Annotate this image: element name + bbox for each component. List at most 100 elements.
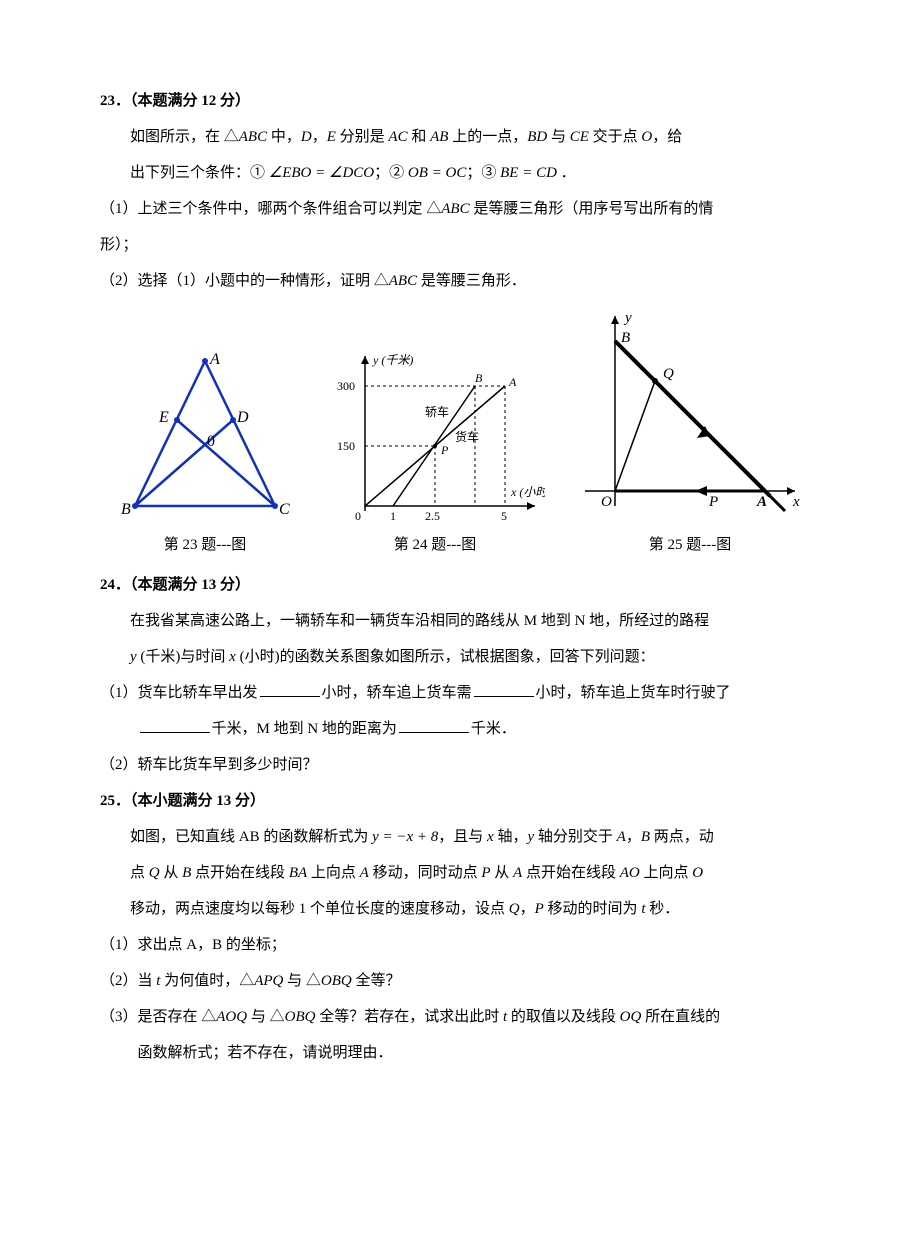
sAPQ: APQ (254, 973, 283, 989)
t0: 0 (355, 509, 361, 523)
lp: P (440, 443, 449, 457)
t: （2）当 (100, 973, 156, 989)
q23-heading: 23．（本题满分 12 分） (100, 86, 820, 116)
q24-p1b: 千米，M 地到 N 地的距离为千米． (100, 714, 820, 744)
t5: 5 (501, 509, 507, 523)
q23-stem-line1: 如图所示，在 △ABC 中，D，E 分别是 AC 和 AB 上的一点，BD 与 … (100, 122, 820, 152)
t: 和 (408, 129, 431, 145)
lb: B (475, 371, 483, 385)
q24-p1: （1）货车比轿车早出发小时，轿车追上货车需小时，轿车追上货车时行驶了 (100, 678, 820, 708)
sOQ: OQ (620, 1009, 642, 1025)
t: 移动的时间为 (544, 901, 642, 917)
blank (260, 681, 320, 697)
t: 与 (547, 129, 570, 145)
t: ， (312, 129, 327, 145)
fig24: y (千米) x (小时) 300 150 0 1 2.5 5 A B P 轿车… (325, 346, 545, 560)
q25-line2: 点 Q 从 B 点开始在线段 BA 上向点 A 移动，同时动点 P 从 A 点开… (100, 858, 820, 888)
t: ， (520, 901, 535, 917)
blank (399, 717, 469, 733)
t: ，且与 (438, 829, 487, 845)
t25: 2.5 (425, 509, 440, 523)
sAOQ: AOQ (216, 1009, 247, 1025)
t: 交于点 (589, 129, 642, 145)
t: 上向点 (640, 865, 693, 881)
t: 全等？若存在，试求出此时 (315, 1009, 503, 1025)
lab-b: B (121, 501, 131, 518)
lab-a: A (209, 351, 220, 368)
t: (小时)的函数关系图象如图所示，试根据图象，回答下列问题： (236, 649, 655, 665)
sym-e: E (327, 129, 336, 145)
sOBQ: OBQ (321, 973, 352, 989)
sB: B (641, 829, 650, 845)
t: 从 (491, 865, 514, 881)
t: （2）选择（1）小题中的一种情形，证明 △ (100, 273, 389, 289)
sym-ac: AC (388, 129, 407, 145)
t: 轴分别交于 (534, 829, 617, 845)
q23-part2: （2）选择（1）小题中的一种情形，证明 △ABC 是等腰三角形． (100, 266, 820, 296)
ly: y (623, 310, 632, 326)
t: 秒． (645, 901, 679, 917)
cond3: BE = CD (500, 165, 557, 181)
t: 的取值以及线段 (507, 1009, 620, 1025)
t: 是等腰三角形（用序号写出所有的情 (470, 201, 714, 217)
blank (474, 681, 534, 697)
lP: P (708, 494, 718, 510)
t: 轴， (494, 829, 528, 845)
lab-d: D (236, 409, 249, 426)
fig25-svg: y x O B Q P A (575, 306, 805, 526)
sAO: AO (620, 865, 640, 881)
lhc: 货车 (455, 429, 479, 444)
t: 为何值时，△ (160, 973, 254, 989)
t: ，给 (652, 129, 682, 145)
t: ． (557, 165, 576, 181)
sP: P (535, 901, 544, 917)
t: 移动，同时动点 (369, 865, 482, 881)
t: 与 △ (247, 1009, 285, 1025)
t: 上的一点， (448, 129, 527, 145)
lo: O (601, 494, 612, 510)
sym-abc: ABC (239, 129, 267, 145)
sB: B (182, 865, 191, 881)
lab-o: 0 (207, 433, 215, 450)
sym-ab: AB (430, 129, 448, 145)
sym-abc: ABC (441, 201, 469, 217)
q24-p2: （2）轿车比货车早到多少时间？ (100, 750, 820, 780)
t1: 1 (390, 509, 396, 523)
sOBQ: OBQ (285, 1009, 316, 1025)
lQ: Q (663, 366, 674, 382)
sym-bd: BD (527, 129, 547, 145)
sx: x (487, 829, 494, 845)
sQ: Q (509, 901, 520, 917)
q25-p2: （2）当 t 为何值时，△APQ 与 △OBQ 全等？ (100, 966, 820, 996)
t: 上向点 (307, 865, 360, 881)
x-lab: x (小时) (510, 485, 545, 499)
q24-heading: 24．（本题满分 13 分） (100, 570, 820, 600)
t: ；② (374, 165, 408, 181)
t: 出下列三个条件：① (130, 165, 269, 181)
q25-line3: 移动，两点速度均以每秒 1 个单位长度的速度移动，设点 Q，P 移动的时间为 t… (100, 894, 820, 924)
figures-row: A B C E D 0 第 23 题---图 (100, 306, 820, 560)
q24-line2: y (千米)与时间 x (小时)的函数关系图象如图所示，试根据图象，回答下列问题… (100, 642, 820, 672)
fig24-caption: 第 24 题---图 (325, 530, 545, 560)
blank (140, 717, 210, 733)
fig23: A B C E D 0 第 23 题---图 (115, 346, 295, 560)
sQ: Q (149, 865, 160, 881)
t: 中， (267, 129, 301, 145)
t: （3）是否存在 △ (100, 1009, 216, 1025)
lx: x (792, 494, 800, 510)
eq: y = −x + 8 (372, 829, 438, 845)
sA: A (513, 865, 522, 881)
sP: P (481, 865, 490, 881)
sym-d: D (301, 129, 312, 145)
fig25-caption: 第 25 题---图 (575, 530, 805, 560)
t: 两点，动 (650, 829, 714, 845)
q23-part1: （1）上述三个条件中，哪两个条件组合可以判定 △ABC 是等腰三角形（用序号写出… (100, 194, 820, 224)
t: ， (626, 829, 641, 845)
t: 点开始在线段 (191, 865, 289, 881)
q23-stem-line2: 出下列三个条件：① ∠EBO = ∠DCO；② OB = OC；③ BE = C… (100, 158, 820, 188)
fig25: y x O B Q P A 第 25 题---图 (575, 306, 805, 560)
fig24-svg: y (千米) x (小时) 300 150 0 1 2.5 5 A B P 轿车… (325, 346, 545, 526)
t300: 300 (337, 379, 355, 393)
y-lab: y (千米) (372, 353, 413, 367)
t: 点 (130, 865, 149, 881)
